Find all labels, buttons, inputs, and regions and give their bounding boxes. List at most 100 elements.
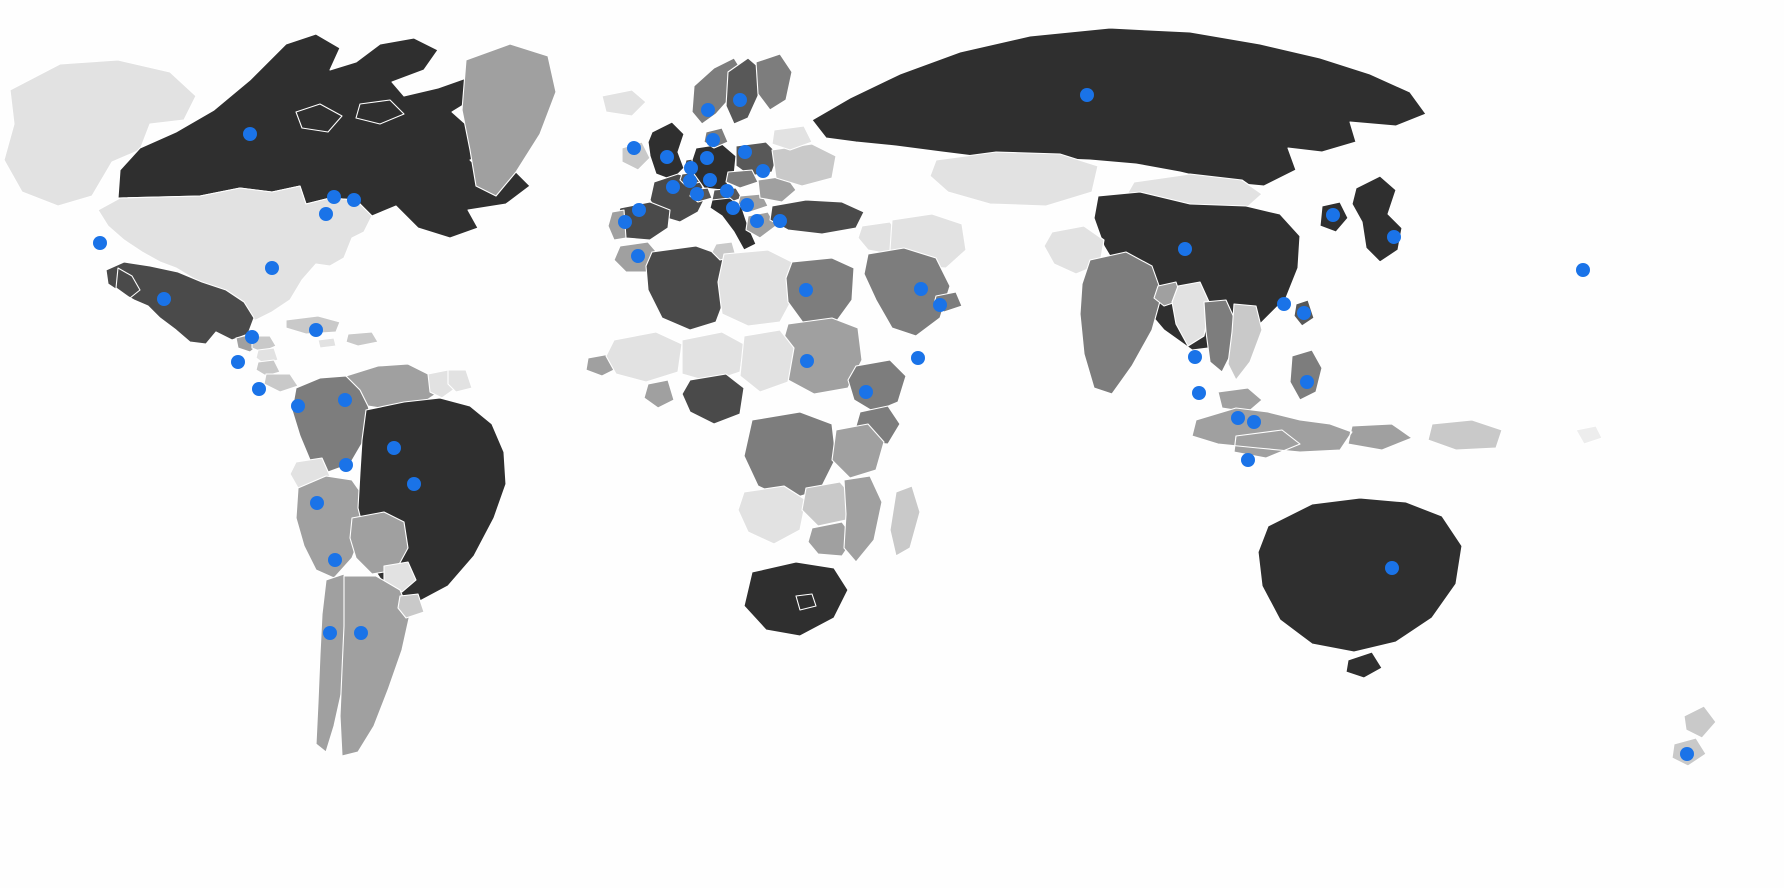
city-marker[interactable] xyxy=(631,249,645,263)
city-marker[interactable] xyxy=(666,180,680,194)
city-marker[interactable] xyxy=(347,193,361,207)
country-angola[interactable] xyxy=(738,486,806,544)
country-philippines[interactable] xyxy=(1290,350,1322,400)
city-marker[interactable] xyxy=(632,203,646,217)
city-marker[interactable] xyxy=(252,382,266,396)
country-vietnam[interactable] xyxy=(1228,304,1262,380)
city-marker[interactable] xyxy=(750,214,764,228)
country-zimbabwe[interactable] xyxy=(808,522,854,556)
country-united-states[interactable] xyxy=(98,186,372,320)
city-marker[interactable] xyxy=(756,164,770,178)
city-marker[interactable] xyxy=(1231,411,1245,425)
city-marker[interactable] xyxy=(933,298,947,312)
city-marker[interactable] xyxy=(93,236,107,250)
city-marker[interactable] xyxy=(701,103,715,117)
country-kazakhstan[interactable] xyxy=(930,152,1098,206)
city-marker[interactable] xyxy=(323,626,337,640)
city-marker[interactable] xyxy=(706,133,720,147)
city-marker[interactable] xyxy=(1178,242,1192,256)
city-marker[interactable] xyxy=(231,355,245,369)
country-indonesia[interactable] xyxy=(1192,408,1412,458)
city-marker[interactable] xyxy=(310,496,324,510)
country-thailand[interactable] xyxy=(1204,300,1236,372)
country-libya[interactable] xyxy=(718,250,794,326)
city-marker[interactable] xyxy=(157,292,171,306)
city-marker[interactable] xyxy=(407,477,421,491)
country-sweden[interactable] xyxy=(726,58,762,124)
country-panama[interactable] xyxy=(264,374,298,392)
city-marker[interactable] xyxy=(1300,375,1314,389)
city-marker[interactable] xyxy=(1247,415,1261,429)
city-marker[interactable] xyxy=(1188,350,1202,364)
city-marker[interactable] xyxy=(1241,453,1255,467)
country-czechia[interactable] xyxy=(726,170,758,188)
city-marker[interactable] xyxy=(327,190,341,204)
city-marker[interactable] xyxy=(859,385,873,399)
city-marker[interactable] xyxy=(683,174,697,188)
city-marker[interactable] xyxy=(799,283,813,297)
city-marker[interactable] xyxy=(1385,561,1399,575)
city-marker[interactable] xyxy=(1080,88,1094,102)
city-marker[interactable] xyxy=(1192,386,1206,400)
country-belarus[interactable] xyxy=(772,126,812,150)
city-marker[interactable] xyxy=(1680,747,1694,761)
country-chad[interactable] xyxy=(740,330,794,392)
city-marker[interactable] xyxy=(914,282,928,296)
country-ghana[interactable] xyxy=(644,380,674,408)
city-marker[interactable] xyxy=(660,150,674,164)
country-tanzania[interactable] xyxy=(832,424,884,478)
city-marker[interactable] xyxy=(1576,263,1590,277)
city-marker[interactable] xyxy=(1326,208,1340,222)
city-marker[interactable] xyxy=(627,141,641,155)
city-marker[interactable] xyxy=(700,151,714,165)
country-malaysia[interactable] xyxy=(1218,388,1262,412)
country-india[interactable] xyxy=(1080,252,1162,394)
city-marker[interactable] xyxy=(309,323,323,337)
city-marker[interactable] xyxy=(243,127,257,141)
country-madagascar[interactable] xyxy=(890,486,920,556)
country-mali[interactable] xyxy=(606,332,682,382)
city-marker[interactable] xyxy=(684,161,698,175)
city-marker[interactable] xyxy=(911,351,925,365)
city-marker[interactable] xyxy=(720,184,734,198)
city-marker-layer[interactable] xyxy=(93,88,1694,761)
city-marker[interactable] xyxy=(339,458,353,472)
city-marker[interactable] xyxy=(690,187,704,201)
city-marker[interactable] xyxy=(319,207,333,221)
country-ukraine[interactable] xyxy=(772,144,836,186)
country-uruguay[interactable] xyxy=(398,594,424,618)
country-nigeria[interactable] xyxy=(682,374,744,424)
country-suriname[interactable] xyxy=(448,370,472,392)
country-algeria[interactable] xyxy=(646,246,728,330)
city-marker[interactable] xyxy=(1277,297,1291,311)
country-papua-new-guinea[interactable] xyxy=(1428,420,1502,450)
city-marker[interactable] xyxy=(387,441,401,455)
city-marker[interactable] xyxy=(328,553,342,567)
country-south-africa[interactable] xyxy=(744,562,848,636)
country-finland[interactable] xyxy=(756,54,792,110)
country-iceland[interactable] xyxy=(602,90,646,116)
country-australia[interactable] xyxy=(1258,498,1462,678)
city-marker[interactable] xyxy=(1387,230,1401,244)
city-marker[interactable] xyxy=(618,215,632,229)
city-marker[interactable] xyxy=(773,214,787,228)
city-marker[interactable] xyxy=(245,330,259,344)
city-marker[interactable] xyxy=(338,393,352,407)
city-marker[interactable] xyxy=(738,145,752,159)
country-myanmar[interactable] xyxy=(1172,282,1210,346)
city-marker[interactable] xyxy=(265,261,279,275)
city-marker[interactable] xyxy=(291,399,305,413)
city-marker[interactable] xyxy=(740,198,754,212)
country-argentina[interactable] xyxy=(340,576,410,756)
city-marker[interactable] xyxy=(800,354,814,368)
country-dominican-republic[interactable] xyxy=(346,332,378,346)
country-mozambique[interactable] xyxy=(844,476,882,562)
country-jamaica[interactable] xyxy=(318,338,336,348)
city-marker[interactable] xyxy=(726,201,740,215)
country-mexico[interactable] xyxy=(106,262,254,344)
city-marker[interactable] xyxy=(703,173,717,187)
city-marker[interactable] xyxy=(733,93,747,107)
country-greenland[interactable] xyxy=(462,44,556,196)
city-marker[interactable] xyxy=(1297,306,1311,320)
